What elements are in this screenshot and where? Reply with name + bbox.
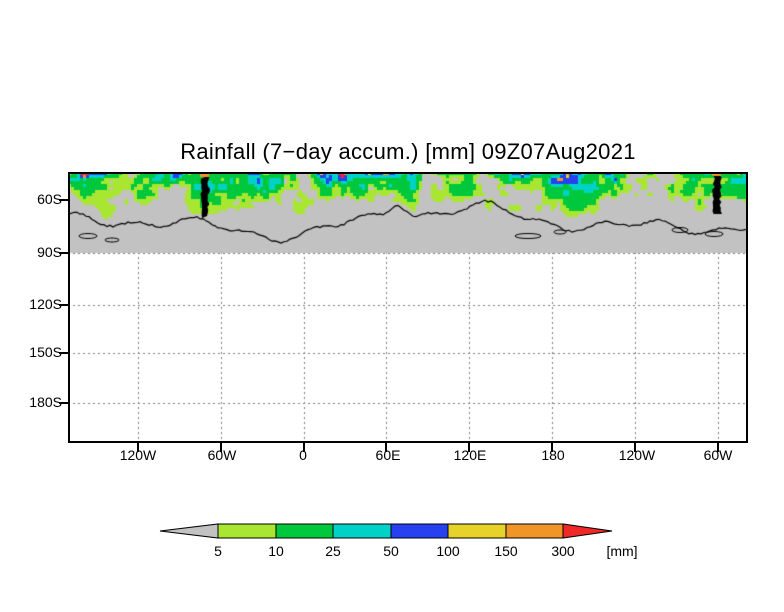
x-axis-tick-label: 120W xyxy=(618,447,656,463)
y-axis-tick-label: 60S xyxy=(37,191,62,207)
y-axis-tick-label: 180S xyxy=(29,394,62,410)
rainfall-shading-canvas xyxy=(68,172,748,443)
map-plot-area xyxy=(59,172,748,452)
legend-threshold-label: 25 xyxy=(325,543,341,559)
y-axis-tick xyxy=(59,402,68,404)
y-axis-tick xyxy=(59,252,68,254)
legend-seg-150-300 xyxy=(505,523,564,539)
y-axis-tick xyxy=(59,199,68,201)
x-axis-tick xyxy=(137,443,139,452)
legend-threshold-label: 50 xyxy=(383,543,399,559)
legend-seg-10-25 xyxy=(275,523,334,539)
chart-title: Rainfall (7−day accum.) [mm] 09Z07Aug202… xyxy=(180,139,636,164)
x-axis-tick xyxy=(303,443,305,452)
x-axis-tick xyxy=(468,443,470,452)
legend-threshold-label: 10 xyxy=(268,543,284,559)
x-axis-tick xyxy=(717,443,719,452)
y-axis-tick-label: 120S xyxy=(29,296,62,312)
legend-seg-25-50 xyxy=(332,523,392,539)
x-axis-tick-label: 120E xyxy=(453,447,487,463)
x-axis-tick-label: 60W xyxy=(207,447,237,463)
legend-seg-100-150 xyxy=(447,523,507,539)
x-axis-tick-label: 60E xyxy=(375,447,401,463)
y-axis-tick xyxy=(59,352,68,354)
legend-colorbar xyxy=(159,523,613,539)
x-axis-tick-label: 0 xyxy=(299,447,307,463)
x-axis-tick-label: 120W xyxy=(119,447,157,463)
legend-seg-5-10 xyxy=(217,523,277,539)
x-axis-tick-label: 180 xyxy=(541,447,565,463)
legend-threshold-label: 150 xyxy=(494,543,518,559)
legend-threshold-label: 300 xyxy=(551,543,575,559)
x-axis-tick xyxy=(551,443,553,452)
legend-arrow-lt-5 xyxy=(159,523,219,539)
legend-seg-50-100 xyxy=(390,523,449,539)
x-axis-tick-label: 60W xyxy=(703,447,733,463)
y-axis-tick-label: 150S xyxy=(29,344,62,360)
color-legend: 5 10 25 50 100 150 300 [mm] xyxy=(0,518,784,578)
x-axis-tick xyxy=(220,443,222,452)
legend-units-label: [mm] xyxy=(606,543,638,559)
legend-arrow-gt-300 xyxy=(562,523,613,539)
y-axis-tick xyxy=(59,304,68,306)
x-axis-tick xyxy=(634,443,636,452)
legend-threshold-label: 5 xyxy=(214,543,222,559)
x-axis-tick xyxy=(385,443,387,452)
y-axis-tick-label: 90S xyxy=(37,244,62,260)
legend-threshold-label: 100 xyxy=(436,543,460,559)
